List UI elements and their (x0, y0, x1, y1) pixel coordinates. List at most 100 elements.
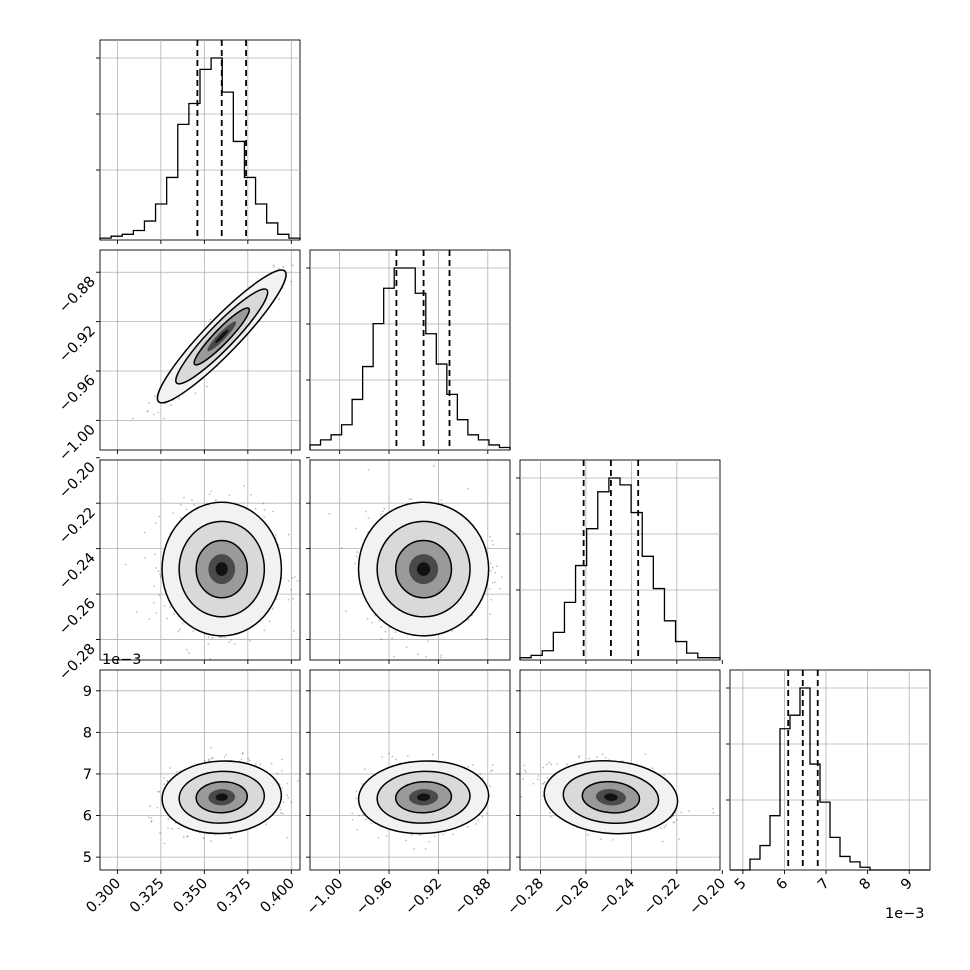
sample-point (712, 811, 715, 814)
sample-point (163, 604, 166, 607)
sample-point (287, 598, 290, 601)
sample-point (410, 498, 413, 501)
sample-point (144, 556, 146, 559)
sample-point (210, 490, 213, 493)
sample-point (491, 539, 494, 542)
sample-point (424, 847, 427, 850)
sample-point (167, 818, 170, 820)
sample-point (578, 756, 580, 759)
sample-point (230, 638, 233, 641)
x-tick-label: 0.400 (257, 876, 298, 917)
sample-point (501, 576, 503, 579)
sample-point (364, 818, 367, 821)
x-tick-label: −0.88 (452, 876, 495, 919)
sample-point (712, 807, 714, 810)
axes-frame (729, 669, 931, 871)
sample-point (170, 404, 172, 407)
sample-point (249, 639, 251, 642)
density (520, 753, 715, 843)
sample-point (176, 771, 178, 773)
sample-point (549, 815, 552, 818)
sample-point (524, 771, 527, 773)
density-peak (416, 562, 431, 576)
x-offset-label: 1e−3 (885, 906, 925, 922)
x-tick-label: 0.375 (214, 876, 255, 917)
histogram-step (99, 57, 301, 240)
sample-point (357, 814, 360, 817)
sample-point (673, 821, 676, 824)
x-tick-label: 0.300 (84, 876, 125, 917)
sample-point (532, 782, 535, 785)
sample-point (276, 772, 279, 775)
x-tick-label: −0.22 (641, 876, 684, 919)
sample-point (489, 569, 492, 572)
sample-point (520, 795, 523, 798)
sample-point (155, 566, 157, 569)
sample-point (191, 499, 193, 502)
sample-point (282, 812, 284, 815)
sample-point (366, 618, 369, 620)
x-tick-label: −1.00 (304, 876, 347, 919)
sample-point (146, 410, 149, 412)
sample-point (218, 636, 221, 639)
sample-point (149, 805, 152, 808)
sample-point (265, 823, 268, 826)
sample-point (287, 533, 290, 536)
sample-point (356, 828, 359, 831)
sample-point (150, 816, 153, 819)
sample-point (207, 758, 210, 761)
sample-point (182, 496, 185, 499)
sample-point (578, 754, 581, 757)
x-tick-label: 0.325 (127, 876, 168, 917)
sample-point (268, 620, 271, 623)
sample-point (596, 756, 599, 758)
sample-point (440, 499, 443, 501)
sample-point (356, 551, 359, 553)
sample-point (651, 767, 654, 770)
sample-point (186, 835, 189, 838)
sample-point (328, 512, 331, 515)
sample-point (143, 531, 146, 534)
sample-point (391, 755, 394, 758)
histogram-step (730, 687, 930, 871)
sample-point (263, 516, 266, 518)
sample-point (490, 598, 493, 601)
sample-point (291, 577, 293, 579)
sample-point (600, 838, 603, 841)
sample-point (185, 648, 188, 651)
sample-point (166, 779, 169, 782)
sample-point (169, 606, 171, 608)
density (147, 746, 299, 845)
sample-point (296, 579, 299, 582)
sample-point (550, 763, 553, 766)
sample-point (263, 509, 266, 511)
sample-point (153, 395, 156, 398)
sample-point (292, 597, 295, 600)
sample-point (206, 385, 208, 388)
sample-point (242, 484, 245, 487)
sample-point (556, 763, 559, 765)
sample-point (163, 783, 165, 786)
sample-point (522, 778, 524, 780)
sample-point (491, 566, 494, 569)
sample-point (286, 782, 289, 785)
sample-point (355, 790, 358, 793)
sample-point (431, 753, 434, 756)
sample-point (496, 565, 498, 568)
sample-point (150, 820, 153, 822)
sample-point (158, 791, 161, 793)
sample-point (270, 762, 273, 765)
x-tick-label: −0.20 (686, 876, 729, 919)
sample-point (494, 581, 497, 584)
sample-point (588, 757, 591, 760)
sample-point (286, 794, 289, 796)
sample-point (427, 640, 430, 643)
sample-point (286, 836, 289, 839)
sample-point (381, 755, 384, 758)
sample-point (152, 601, 155, 604)
sample-point (377, 837, 380, 839)
sample-point (492, 543, 495, 546)
sample-point (451, 630, 454, 632)
x-tick-label: −0.24 (595, 876, 638, 919)
histogram-panel-0 (96, 39, 301, 244)
